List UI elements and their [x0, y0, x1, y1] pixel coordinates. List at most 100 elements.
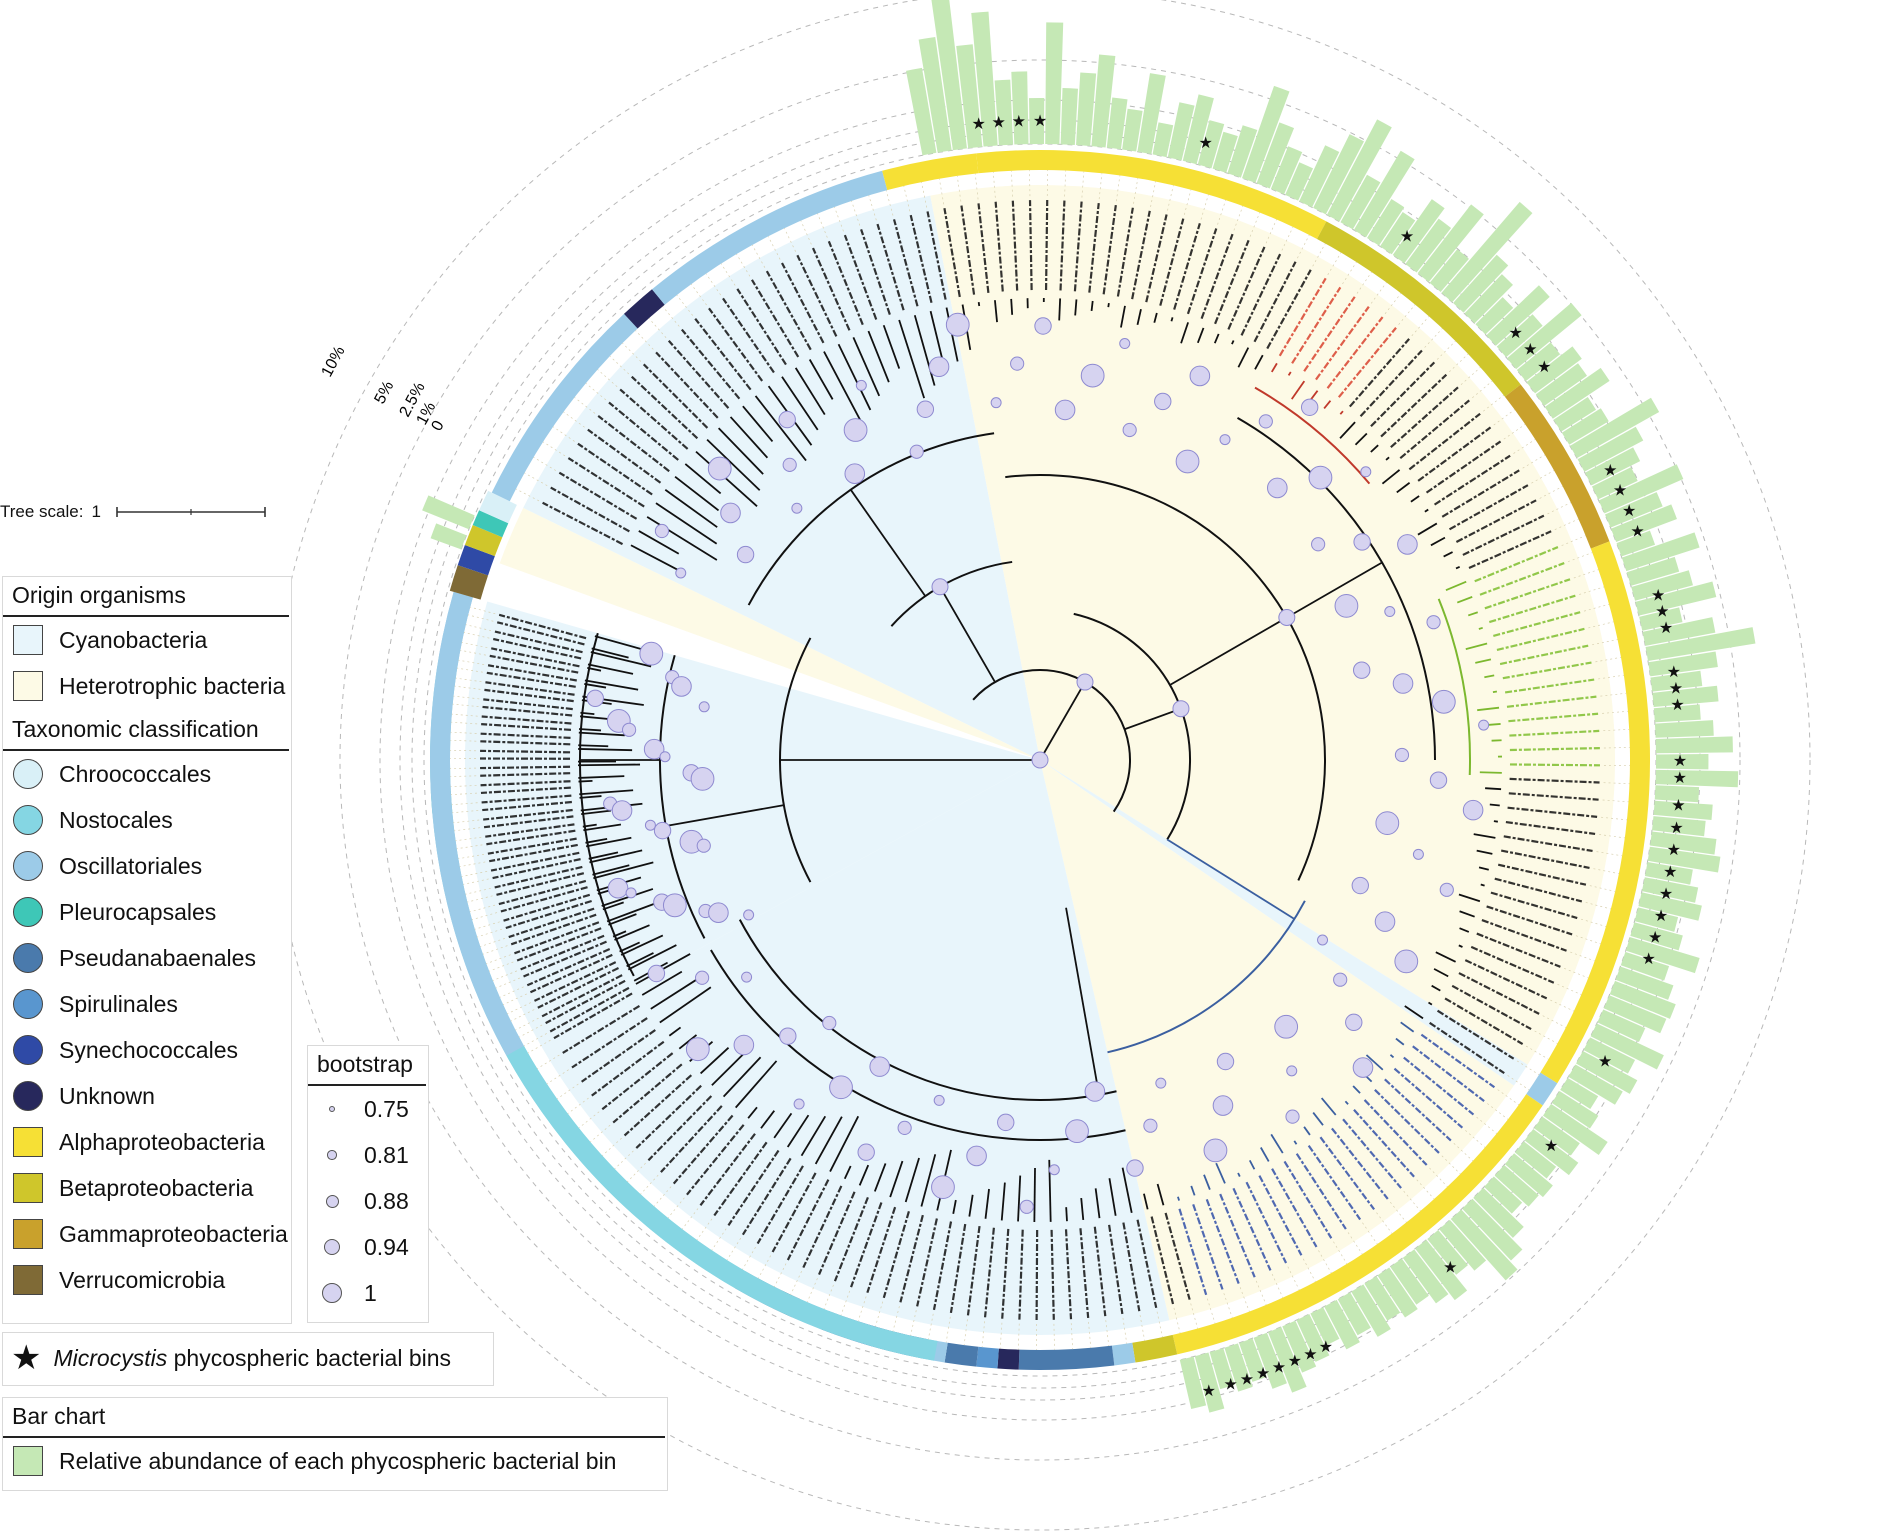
tip-label-stub: [833, 1196, 869, 1282]
bootstrap-marker: [897, 1120, 912, 1135]
abundance-bar: [1535, 363, 1588, 406]
abundance-bar: [1655, 736, 1733, 754]
tip-guide-line: [450, 785, 477, 787]
branch-line: [588, 851, 619, 860]
abundance-bar: [1598, 464, 1684, 514]
tip-guide-line: [857, 1296, 867, 1322]
cyano-sector-lower: [465, 601, 1040, 1039]
tip-guide-line: [1567, 552, 1593, 563]
bootstrap-marker: [931, 1175, 955, 1200]
tip-label-stub: [591, 1040, 665, 1097]
tip-label-stub: [1390, 386, 1459, 449]
branch-line: [578, 780, 593, 783]
bootstrap-marker: [1308, 465, 1333, 490]
tip-label-stub: [1073, 201, 1083, 292]
tip-label-stub: [487, 664, 577, 682]
bootstrap-marker: [966, 1145, 987, 1167]
legend-label: Verrucomicrobia: [59, 1266, 226, 1293]
branch-line: [665, 804, 785, 827]
legend-label: Chroococcales: [59, 760, 212, 787]
tip-label-stub: [1374, 1089, 1440, 1154]
tip-guide-line: [667, 1197, 685, 1219]
tip-guide-line: [1183, 189, 1192, 215]
tip-guide-line: [1156, 1311, 1163, 1338]
tip-guide-line: [1122, 1317, 1128, 1344]
tip-label-stub: [482, 800, 572, 812]
branch-arc: [972, 669, 1131, 813]
branch-line: [1166, 838, 1295, 920]
branch-line: [1254, 354, 1264, 370]
abundance-bar: [971, 11, 998, 147]
abundance-bar: [1475, 297, 1514, 335]
tip-label-stub: [926, 211, 947, 300]
tip-guide-line: [469, 904, 496, 913]
tip-guide-line: [563, 411, 585, 428]
microcystis-star-markers: ★ ★ ★ ★★★★★★★★★★★★★★★★★★★★★★★★★★★★★★★★★★★★★: [971, 113, 1687, 1400]
tip-label-stub: [966, 1225, 981, 1316]
tip-label-stub: [1464, 959, 1548, 1000]
branch-line: [729, 416, 769, 459]
branch-line: [695, 450, 758, 508]
bootstrap-marker: [844, 463, 866, 484]
bootstrap-marker: [1034, 317, 1052, 335]
branch-line: [1458, 944, 1463, 948]
bar-grid-circle: [269, 0, 1811, 1531]
tip-guide-line: [736, 253, 751, 277]
tip-label-stub: [1451, 984, 1532, 1031]
branch-line: [1478, 866, 1489, 871]
taxonomy-ring-segment: [944, 1342, 979, 1367]
tip-guide-line: [452, 703, 479, 707]
abundance-bar: [1604, 492, 1663, 528]
microcystis-star-icon: ★: [1659, 886, 1673, 903]
branch-line: [579, 789, 634, 796]
abundance-bar: [1296, 1314, 1330, 1362]
tip-label-stub: [1145, 214, 1168, 303]
star-icon: ★: [11, 1339, 42, 1377]
tip-guide-line: [450, 775, 477, 777]
bootstrap-marker: [1317, 934, 1329, 946]
abundance-bar: [1137, 73, 1166, 155]
tip-label-stub: [1028, 200, 1033, 291]
bootstrap-marker: [685, 1037, 710, 1062]
tip-label-stub: [1011, 200, 1019, 291]
legend-item-heterotrophic: Heterotrophic bacteria: [3, 663, 291, 709]
tip-label-stub: [485, 823, 575, 838]
bootstrap-marker: [1462, 799, 1484, 821]
tip-label-stub: [489, 654, 579, 674]
tip-guide-line: [945, 1316, 951, 1343]
microcystis-star-icon: ★: [1198, 135, 1212, 152]
tip-guide-line: [800, 220, 812, 245]
branch-line: [786, 1114, 810, 1148]
branch-line: [1090, 300, 1094, 312]
branch-line: [578, 748, 633, 752]
legend-label: Synechococcales: [59, 1036, 238, 1063]
microcystis-star-icon: ★: [1667, 842, 1681, 859]
abundance-bar: [1405, 218, 1452, 273]
tip-guide-line: [1265, 219, 1277, 244]
bootstrap-marker: [1397, 534, 1418, 555]
tip-label-stub: [1131, 210, 1151, 300]
branch-line: [1169, 616, 1288, 686]
tip-guide-line: [614, 1150, 634, 1170]
bootstrap-marker: [622, 722, 637, 737]
abundance-bar: [1655, 753, 1709, 770]
bootstrap-marker: [1374, 911, 1396, 932]
tip-label-stub: [1044, 200, 1049, 291]
bootstrap-markers: [586, 312, 1490, 1214]
abundance-bar: [1584, 447, 1641, 486]
branch-line: [1404, 1005, 1424, 1020]
abundance-bar: [430, 523, 467, 550]
bar-swatch: [13, 1446, 43, 1476]
tip-guide-line: [981, 1321, 986, 1348]
tip-guide-line: [1150, 181, 1156, 208]
gammaproteobacteria-swatch: [13, 1219, 43, 1249]
branch-line: [773, 1112, 793, 1139]
tip-label-stub: [1494, 877, 1583, 903]
bootstrap-dot-icon: [322, 1283, 342, 1303]
branch-line: [1080, 1197, 1085, 1221]
branch-line: [1431, 984, 1441, 992]
branch-line: [592, 864, 630, 876]
microcystis-star-icon: ★: [1648, 929, 1662, 946]
legend-bar-chart: Bar chart Relative abundance of each phy…: [2, 1397, 668, 1491]
microcystis-star-icon: ★: [1303, 1346, 1317, 1363]
